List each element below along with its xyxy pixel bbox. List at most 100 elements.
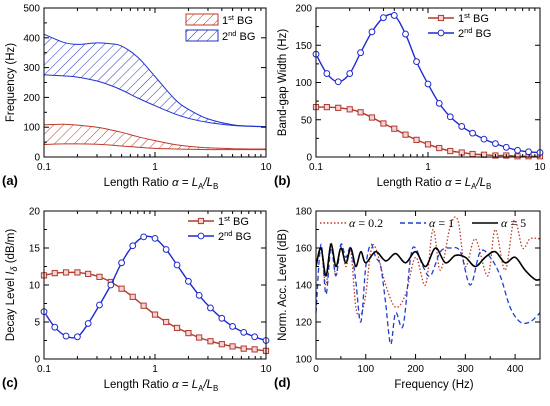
data-point-circle	[413, 58, 420, 66]
data-point-circle	[96, 301, 103, 309]
data-point-square	[62, 269, 70, 276]
data-point-circle	[51, 323, 59, 331]
data-point-circle	[334, 78, 342, 86]
y-tick-label: 200	[295, 4, 312, 15]
data-point-circle	[469, 129, 476, 137]
legend-marker	[437, 29, 445, 37]
x-tick-label: 1	[425, 162, 431, 173]
data-point-circle	[514, 146, 521, 154]
x-tick-label: 10	[260, 364, 272, 375]
data-point-circle	[151, 234, 159, 242]
data-point-circle	[218, 314, 226, 322]
y-tick-label: 150	[295, 41, 312, 52]
legend-swatch	[185, 13, 219, 26]
y-tick-label: 200	[23, 93, 40, 104]
data-point-circle	[173, 261, 181, 269]
y-tick-label: 10	[29, 281, 41, 292]
data-point-circle	[446, 113, 454, 121]
data-point-square	[436, 144, 443, 152]
x-tick-label: 1	[152, 162, 158, 173]
data-point-circle	[62, 332, 70, 340]
x-tick-label: 200	[407, 364, 424, 375]
data-point-circle	[185, 277, 192, 285]
data-point-square	[85, 270, 92, 277]
data-point-square	[251, 346, 258, 353]
y-tick-label: 15	[29, 244, 41, 255]
y-tick-label: 50	[301, 115, 313, 126]
legend-marker	[197, 217, 205, 225]
data-point-circle	[492, 140, 499, 147]
data-point-circle	[357, 49, 364, 57]
y-axis-label: Decay Level Iδ (dB/m)	[5, 229, 19, 342]
series-line	[316, 216, 540, 317]
x-tick-label: 10	[260, 162, 272, 173]
band-area-2	[44, 34, 266, 127]
data-point-circle	[229, 323, 236, 330]
legend-label: α = 1	[429, 216, 454, 230]
series-line	[316, 243, 540, 345]
legend-label: 1st BG	[458, 11, 489, 25]
y-axis-label: Band-gap Width (Hz)	[277, 29, 289, 137]
data-point-square	[323, 103, 330, 111]
y-axis-label: Frequency (Hz)	[5, 43, 17, 122]
y-tick-label: 100	[23, 123, 40, 134]
y-tick-label: 0	[34, 153, 40, 164]
data-point-square	[229, 343, 236, 350]
x-tick-label: 100	[357, 364, 374, 375]
y-tick-label: 100	[295, 78, 312, 89]
data-point-circle	[323, 70, 331, 77]
x-tick-label: 0	[313, 364, 319, 375]
data-point-circle	[140, 233, 148, 241]
data-point-square	[469, 150, 476, 158]
data-point-circle	[162, 246, 170, 253]
plot-frame	[315, 210, 541, 360]
x-tick-label: 0.1	[37, 364, 51, 375]
panel-label: (d)	[274, 375, 291, 390]
y-tick-label: 100	[295, 355, 312, 366]
data-point-circle	[240, 328, 248, 336]
data-point-square	[357, 109, 364, 116]
data-point-square	[424, 141, 432, 148]
data-point-circle	[118, 259, 125, 267]
legend-label: 1st BG	[218, 214, 249, 228]
y-tick-label: 180	[295, 207, 312, 218]
data-point-square	[447, 147, 454, 155]
data-point-square	[380, 120, 387, 127]
y-tick-label: 300	[23, 63, 40, 74]
y-tick-label: 160	[295, 244, 312, 255]
data-point-square	[51, 270, 58, 277]
band-lower-edge	[43, 74, 267, 128]
data-point-square	[129, 293, 136, 300]
data-point-square	[368, 114, 376, 121]
data-point-circle	[424, 80, 432, 88]
y-tick-label: 500	[23, 4, 40, 15]
legend-label: α = 5	[501, 216, 526, 230]
data-point-square	[514, 153, 521, 160]
band-upper-edge	[43, 123, 266, 150]
panel-c: 0.1 1 10 0 5 10 15 20 Decay Level Iδ (dB/m) Lengt…	[2, 207, 272, 394]
data-point-circle	[525, 148, 532, 156]
y-tick-label: 120	[295, 318, 312, 329]
data-point-square	[335, 104, 342, 111]
data-point-circle	[346, 70, 354, 77]
data-point-square	[118, 285, 125, 292]
data-point-square	[413, 136, 420, 143]
data-point-circle	[480, 135, 488, 143]
data-point-square	[218, 341, 225, 348]
y-tick-label: 140	[295, 281, 312, 292]
x-axis-label: Length Ratio α = LA/LB	[104, 177, 219, 191]
data-point-square	[163, 318, 170, 326]
data-point-circle	[380, 14, 387, 22]
x-tick-label: 0.1	[37, 162, 51, 173]
x-axis-label: Length Ratio α = LA/LB	[377, 177, 492, 191]
data-point-circle	[74, 333, 81, 341]
data-point-circle	[502, 143, 510, 151]
x-axis-label: Frequency (Hz)	[394, 379, 473, 391]
y-tick-label: 0	[34, 355, 40, 366]
data-point-square	[240, 345, 247, 352]
y-tick-label: 0	[306, 153, 312, 164]
legend-swatch	[185, 29, 219, 42]
